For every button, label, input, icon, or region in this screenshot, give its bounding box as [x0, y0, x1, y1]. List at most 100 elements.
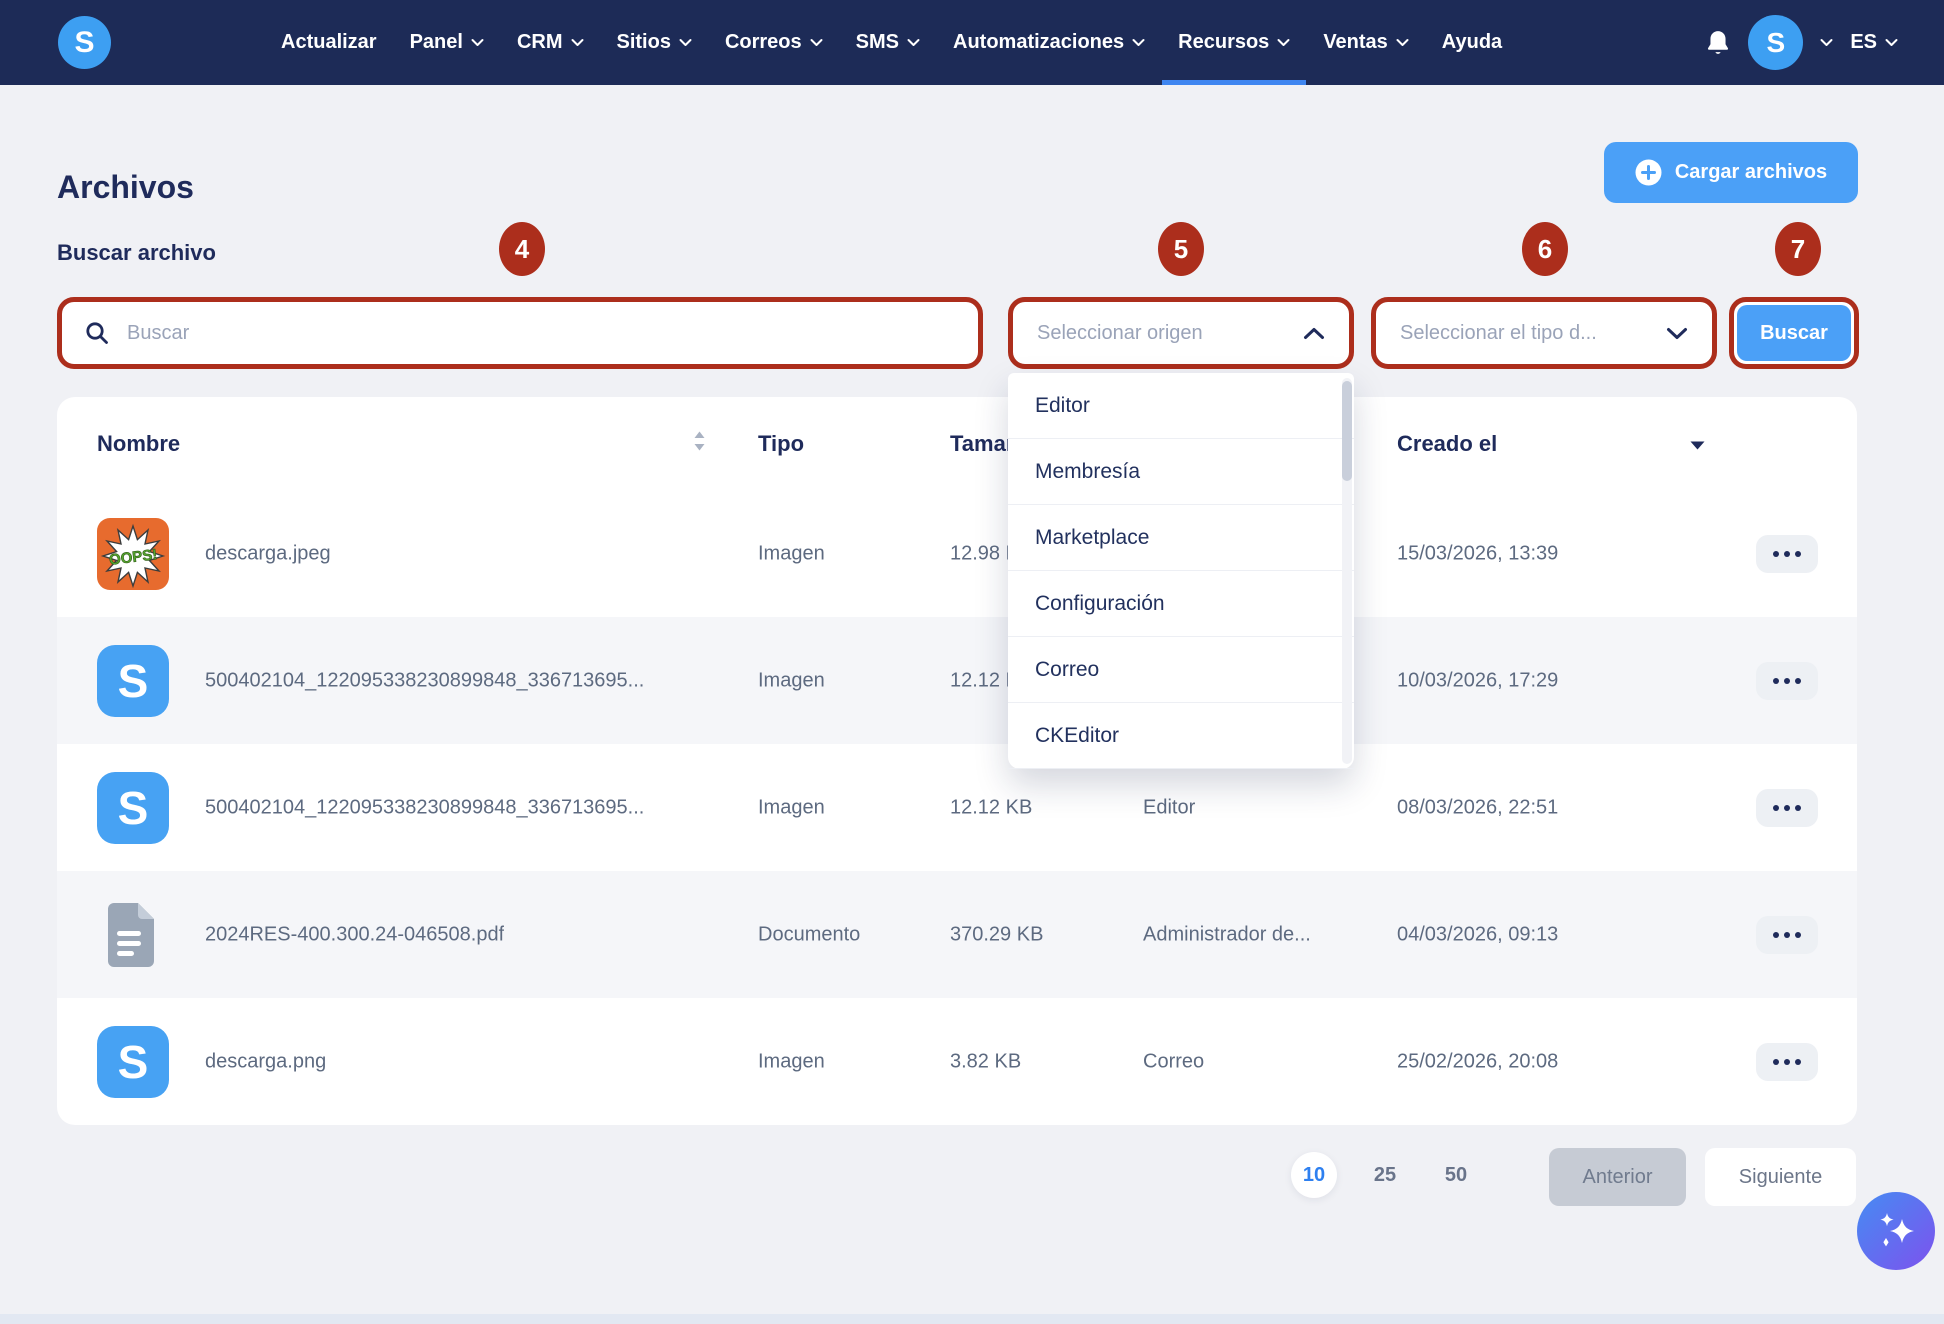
sort-arrows-icon[interactable]	[693, 430, 706, 458]
app-logo[interactable]: S	[58, 16, 111, 69]
nav-item-actualizar[interactable]: Actualizar	[281, 0, 377, 85]
page-size-50[interactable]: 50	[1433, 1152, 1479, 1198]
nav-item-crm[interactable]: CRM	[517, 0, 584, 85]
file-thumbnail-s-logo: S	[97, 1026, 169, 1098]
nav-item-correos[interactable]: Correos	[725, 0, 823, 85]
table-row: S descarga.png Imagen 3.82 KB Correo 25/…	[57, 998, 1857, 1125]
table-row: OOPS! descarga.jpeg Imagen 12.98 KB 15/0…	[57, 490, 1857, 617]
nav-item-label: SMS	[856, 31, 899, 54]
file-name: descarga.png	[205, 1050, 326, 1073]
file-size: 12.12 KB	[950, 796, 1032, 819]
chevron-down-icon	[1132, 38, 1145, 47]
nav-item-recursos[interactable]: Recursos	[1178, 0, 1290, 85]
nav-item-automatizaciones[interactable]: Automatizaciones	[953, 0, 1145, 85]
file-type: Imagen	[758, 1050, 825, 1073]
origin-dropdown-menu: Editor Membresía Marketplace Configuraci…	[1008, 373, 1354, 769]
chevron-down-icon	[810, 38, 823, 47]
sparkles-icon	[1875, 1210, 1917, 1252]
origin-option-editor[interactable]: Editor	[1008, 373, 1354, 439]
file-type-select[interactable]: Seleccionar el tipo d...	[1371, 297, 1717, 369]
upload-files-button[interactable]: Cargar archivos	[1604, 142, 1858, 203]
chevron-down-icon	[471, 38, 484, 47]
annotation-badge-5: 5	[1158, 222, 1204, 276]
file-name: 2024RES-400.300.24-046508.pdf	[205, 923, 504, 946]
language-selector[interactable]: ES	[1850, 31, 1898, 54]
search-input[interactable]	[125, 321, 956, 346]
table-row: 2024RES-400.300.24-046508.pdf Documento …	[57, 871, 1857, 998]
file-origin: Administrador de...	[1143, 923, 1311, 946]
nav-item-label: Ventas	[1323, 31, 1387, 54]
plus-circle-icon	[1635, 159, 1662, 186]
chevron-down-icon	[571, 38, 584, 47]
previous-page-button[interactable]: Anterior	[1549, 1148, 1686, 1206]
nav-item-ventas[interactable]: Ventas	[1323, 0, 1408, 85]
chevron-up-icon	[1303, 327, 1325, 340]
nav-item-ayuda[interactable]: Ayuda	[1442, 0, 1502, 85]
file-type: Imagen	[758, 669, 825, 692]
origin-select[interactable]: Seleccionar origen	[1008, 297, 1354, 369]
account-chevron-down-icon[interactable]	[1820, 38, 1833, 47]
annotation-badge-4: 4	[499, 222, 545, 276]
top-nav: S Actualizar Panel CRM Sitios Correos SM…	[0, 0, 1944, 85]
page-size-25[interactable]: 25	[1362, 1152, 1408, 1198]
file-origin: Editor	[1143, 796, 1195, 819]
dropdown-scrollbar-thumb[interactable]	[1342, 381, 1352, 481]
file-created-date: 08/03/2026, 22:51	[1397, 796, 1558, 819]
ellipsis-icon	[1773, 932, 1779, 938]
origin-option-membresia[interactable]: Membresía	[1008, 439, 1354, 505]
origin-option-correo[interactable]: Correo	[1008, 637, 1354, 703]
origin-option-marketplace[interactable]: Marketplace	[1008, 505, 1354, 571]
table-row: S 500402104_122095338230899848_336713695…	[57, 744, 1857, 871]
nav-right-group: S ES	[1705, 15, 1898, 70]
nav-item-sms[interactable]: SMS	[856, 0, 920, 85]
ellipsis-icon	[1773, 805, 1779, 811]
column-header-created[interactable]: Creado el	[1397, 431, 1497, 457]
file-size: 3.82 KB	[950, 1050, 1021, 1073]
ellipsis-icon	[1773, 1059, 1779, 1065]
chevron-down-icon	[679, 38, 692, 47]
file-type: Imagen	[758, 542, 825, 565]
origin-option-ckeditor[interactable]: CKEditor	[1008, 703, 1354, 769]
row-actions-button[interactable]	[1756, 916, 1818, 954]
search-button-annotation: Buscar	[1729, 297, 1859, 369]
origin-option-configuracion[interactable]: Configuración	[1008, 571, 1354, 637]
language-code: ES	[1850, 31, 1877, 54]
chevron-down-icon	[1885, 38, 1898, 47]
row-actions-button[interactable]	[1756, 789, 1818, 827]
nav-item-panel[interactable]: Panel	[410, 0, 484, 85]
file-search-field	[57, 297, 983, 369]
nav-item-sitios[interactable]: Sitios	[617, 0, 692, 85]
search-section-label: Buscar archivo	[57, 240, 216, 266]
file-origin: Correo	[1143, 1050, 1204, 1073]
ai-assistant-button[interactable]	[1857, 1192, 1935, 1270]
nav-menu: Actualizar Panel CRM Sitios Correos SMS …	[281, 0, 1502, 85]
column-header-name[interactable]: Nombre	[97, 431, 180, 457]
notifications-bell-icon[interactable]	[1705, 29, 1731, 57]
search-icon	[84, 320, 110, 346]
file-name: 500402104_122095338230899848_336713695..…	[205, 796, 644, 819]
nav-item-label: Correos	[725, 31, 802, 54]
file-created-date: 15/03/2026, 13:39	[1397, 542, 1558, 565]
sort-caret-down-icon[interactable]	[1689, 431, 1706, 457]
column-header-type: Tipo	[758, 431, 804, 457]
page-title: Archivos	[57, 169, 194, 206]
file-thumbnail-s-logo: S	[97, 645, 169, 717]
page-size-10[interactable]: 10	[1291, 1152, 1337, 1198]
file-name: descarga.jpeg	[205, 542, 331, 565]
user-avatar[interactable]: S	[1748, 15, 1803, 70]
ellipsis-icon	[1773, 678, 1779, 684]
nav-item-label: CRM	[517, 31, 563, 54]
next-page-button[interactable]: Siguiente	[1705, 1148, 1856, 1206]
row-actions-button[interactable]	[1756, 535, 1818, 573]
nav-item-label: Panel	[410, 31, 463, 54]
nav-item-label: Recursos	[1178, 31, 1269, 54]
annotation-badge-7: 7	[1775, 222, 1821, 276]
ellipsis-icon	[1773, 551, 1779, 557]
nav-item-label: Sitios	[617, 31, 671, 54]
file-thumbnail-oops-image: OOPS!	[97, 518, 169, 590]
chevron-down-icon	[1396, 38, 1409, 47]
row-actions-button[interactable]	[1756, 662, 1818, 700]
row-actions-button[interactable]	[1756, 1043, 1818, 1081]
search-submit-button[interactable]: Buscar	[1737, 305, 1851, 361]
chevron-down-icon	[1277, 38, 1290, 47]
